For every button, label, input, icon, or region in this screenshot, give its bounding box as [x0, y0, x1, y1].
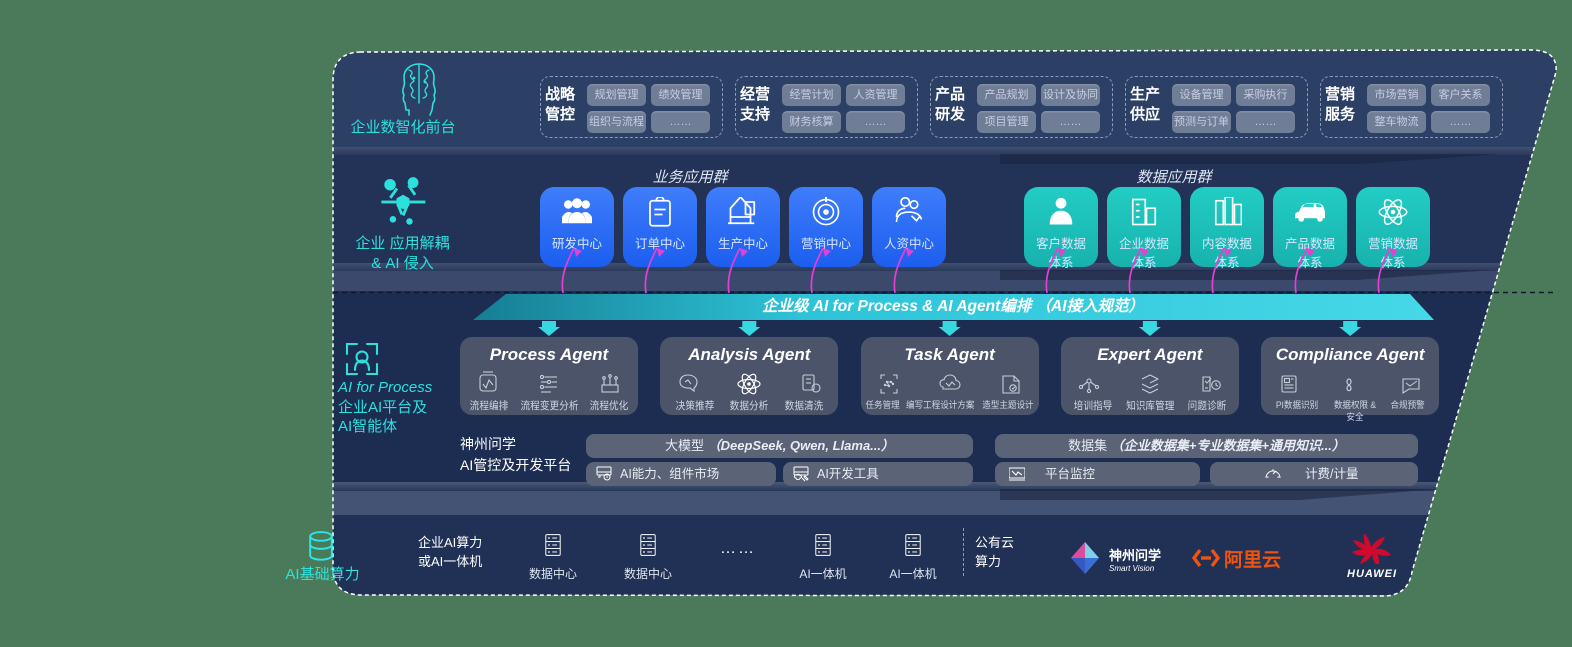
- svg-text:阿里云: 阿里云: [1224, 549, 1281, 571]
- svg-text:Smart Vision: Smart Vision: [1109, 564, 1155, 573]
- svg-text:企业级 AI for Process & AI Agent编: 企业级 AI for Process & AI Agent编排 （AI接入规范）: [762, 297, 1144, 315]
- svg-text:神州问学: 神州问学: [1109, 548, 1161, 563]
